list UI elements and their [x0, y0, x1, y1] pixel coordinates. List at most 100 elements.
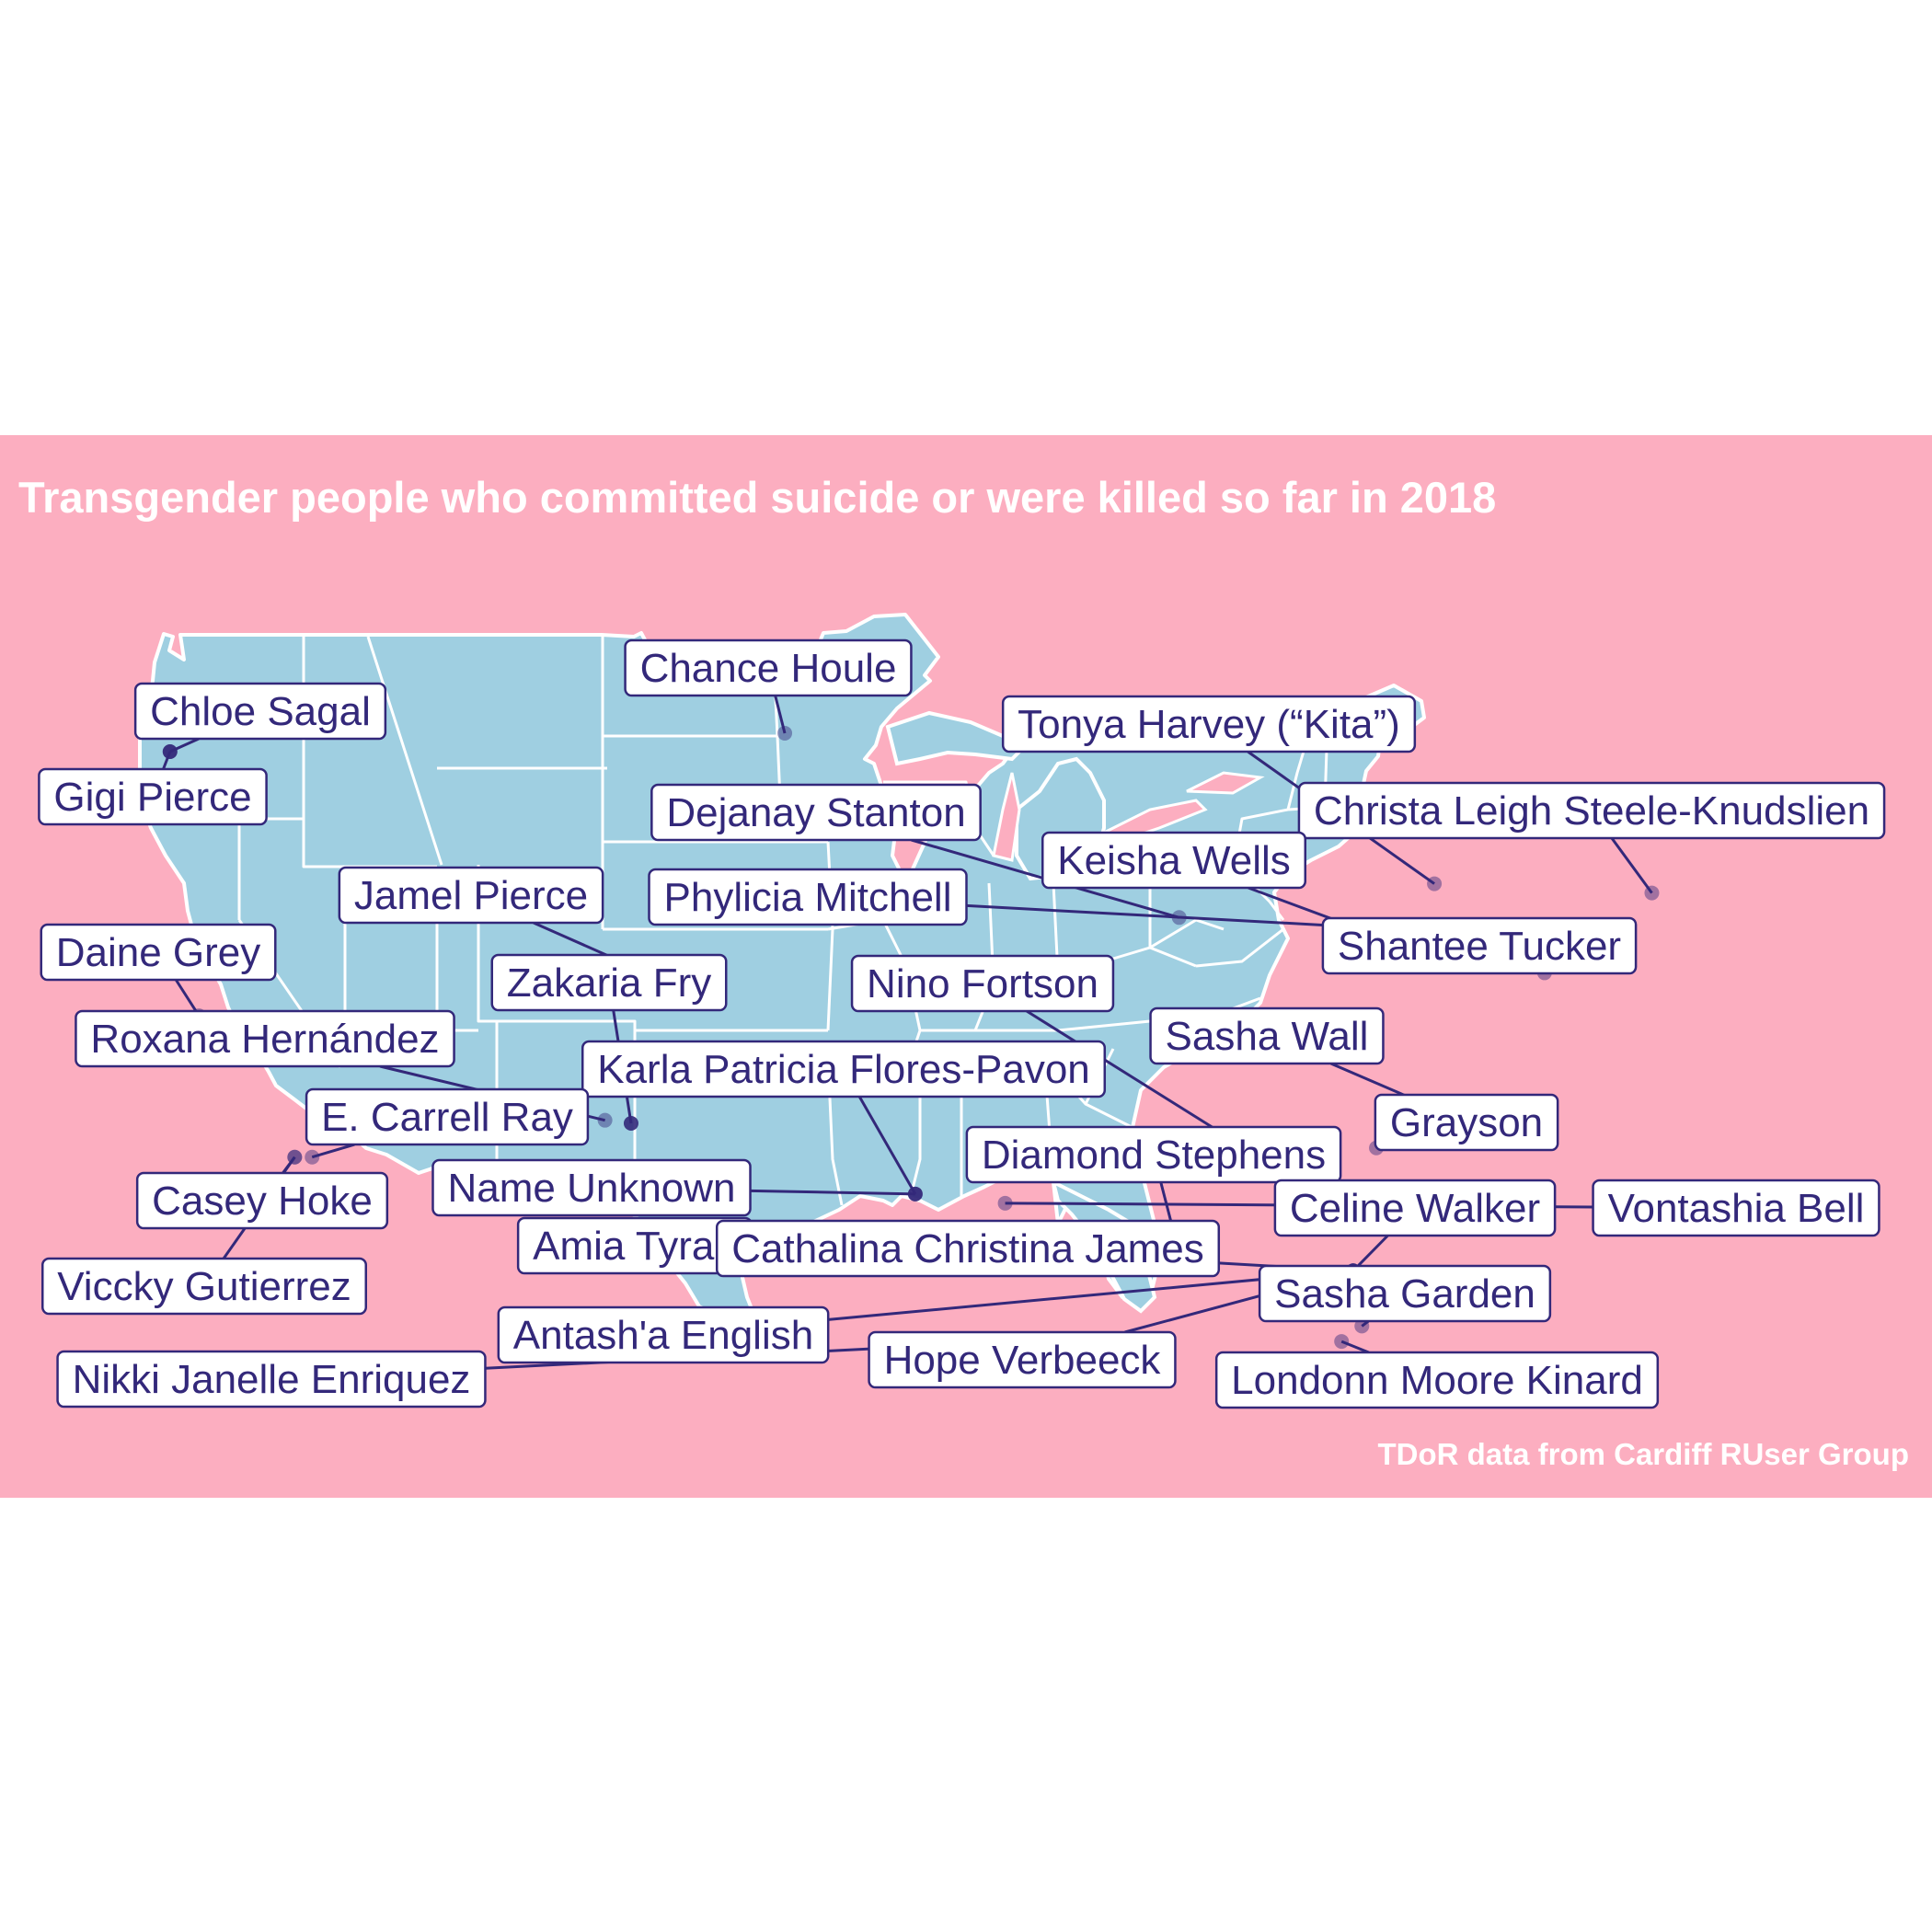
name-label-text: Karla Patricia Flores-Pavon [597, 1047, 1090, 1092]
name-label-box [1041, 831, 1307, 890]
name-label-text: Hope Verbeeck [884, 1338, 1162, 1383]
name-label-box [1214, 1351, 1660, 1409]
name-label-text: Shantee Tucker [1338, 924, 1621, 969]
data-credit: TDoR data from Cardiff RUser Group [1377, 1437, 1909, 1471]
name-label-amia-tyrae: Amia Tyrae [516, 1216, 753, 1275]
name-label-text: E. Carrell Ray [321, 1095, 573, 1140]
name-label-viccky-gutierrez: Viccky Gutierrez [41, 1257, 367, 1316]
location-point-roxana-hern-ndez [597, 1112, 613, 1128]
name-label-text: Roxana Hernández [90, 1017, 439, 1062]
name-label-box [965, 1125, 1342, 1184]
name-label-name-unknown: Name Unknown [431, 1158, 752, 1217]
location-point-name-unknown [907, 1186, 923, 1202]
name-label-text: Nikki Janelle Enriquez [73, 1357, 471, 1402]
name-label-daine-grey: Daine Grey [40, 923, 277, 982]
name-label-text: Chance Houle [640, 646, 897, 691]
location-point-zakaria-fry [623, 1116, 638, 1132]
name-label-dejanay-stanton: Dejanay Stanton [650, 783, 982, 842]
leader-line-name-unknown [750, 1189, 915, 1196]
name-label-box [1592, 1179, 1880, 1237]
name-label-box [1273, 1179, 1557, 1237]
leader-line-phylicia-mitchell [966, 903, 1353, 928]
leader-line-karla-patricia-flores-pavon [857, 1096, 917, 1195]
name-label-text: Londonn Moore Kinard [1231, 1358, 1643, 1403]
name-label-text: Chloe Sagal [150, 689, 371, 734]
name-label-text: Amia Tyrae [533, 1224, 737, 1269]
name-label-keisha-wells: Keisha Wells [1041, 831, 1307, 890]
location-point-viccky-gutierrez [287, 1149, 303, 1165]
location-point-e-carrell-ray [305, 1149, 320, 1165]
name-label-cathalina-christina-james: Cathalina Christina James [715, 1219, 1221, 1278]
name-label-text: Zakaria Fry [507, 960, 711, 1006]
name-label-box [497, 1305, 830, 1364]
name-label-text: Vontashia Bell [1608, 1186, 1865, 1231]
leader-line-e-carrell-ray [311, 1143, 355, 1159]
name-labels: Chance Houle Chloe Sagal Gigi Pierce Tonya … [38, 638, 1886, 1409]
location-point-gigi-pierce [162, 744, 178, 759]
name-label-box [1297, 781, 1886, 840]
lake-michigan [992, 772, 1021, 862]
name-label-jamel-pierce: Jamel Pierce [338, 866, 604, 925]
name-label-londonn-moore-kinard: Londonn Moore Kinard [1214, 1351, 1660, 1409]
name-label-text: Sasha Wall [1166, 1014, 1369, 1059]
name-label-text: Sasha Garden [1274, 1271, 1535, 1317]
name-label-zakaria-fry: Zakaria Fry [490, 953, 728, 1012]
name-label-box [56, 1350, 487, 1409]
location-point-londonn-moore-kinard [1334, 1334, 1350, 1350]
name-label-text: Phylicia Mitchell [664, 875, 952, 920]
name-label-roxana-hern-ndez: Roxana Hernández [75, 1009, 455, 1068]
name-label-vontashia-bell: Vontashia Bell [1592, 1179, 1880, 1237]
name-label-text: Cathalina Christina James [731, 1226, 1204, 1271]
location-point-chance-houle [777, 725, 793, 741]
name-label-text: Name Unknown [447, 1166, 735, 1211]
name-label-casey-hoke: Casey Hoke [135, 1171, 389, 1230]
location-point-chloe-sagal [162, 744, 178, 759]
name-label-box [1001, 695, 1417, 753]
name-label-box [868, 1330, 1177, 1389]
name-label-text: Casey Hoke [152, 1179, 373, 1224]
name-label-box [38, 767, 268, 826]
location-point-karla-patricia-flores-pavon [907, 1186, 923, 1202]
name-label-christa-leigh-steele-knudslien: Christa Leigh Steele-Knudslien [1297, 781, 1886, 840]
name-label-shantee-tucker: Shantee Tucker [1321, 916, 1638, 975]
name-label-text: Jamel Pierce [354, 873, 588, 918]
name-label-nikki-janelle-enriquez: Nikki Janelle Enriquez [56, 1350, 487, 1409]
location-point-christa-leigh-steele-knudslien [1644, 885, 1660, 901]
name-label-box [624, 638, 913, 697]
location-point-dejanay-stanton [1171, 910, 1187, 926]
name-label-chloe-sagal: Chloe Sagal [133, 682, 387, 741]
name-label-box [850, 954, 1115, 1013]
michigan-upper-peninsula [885, 710, 1029, 766]
name-label-box [338, 866, 604, 925]
name-label-text: Viccky Gutierrez [57, 1264, 351, 1309]
name-label-box [135, 1171, 389, 1230]
name-label-box [650, 783, 982, 842]
name-label-antash-a-english: Antash'a English [497, 1305, 830, 1364]
name-label-gigi-pierce: Gigi Pierce [38, 767, 268, 826]
name-label-box [431, 1158, 752, 1217]
name-label-box [1258, 1264, 1552, 1323]
location-point-tonya-harvey-kita [1427, 876, 1443, 891]
name-label-box [75, 1009, 455, 1068]
location-point-casey-hoke [287, 1149, 303, 1165]
name-label-text: Tonya Harvey (“Kita”) [1018, 702, 1400, 747]
name-label-box [715, 1219, 1221, 1278]
lake-ontario [1186, 771, 1265, 795]
name-label-text: Dejanay Stanton [666, 790, 965, 835]
name-label-text: Antash'a English [513, 1313, 813, 1358]
location-point-vontashia-bell [997, 1195, 1013, 1211]
name-label-box [490, 953, 728, 1012]
name-label-box [40, 923, 277, 982]
name-label-karla-patricia-flores-pavon: Karla Patricia Flores-Pavon [581, 1040, 1107, 1098]
name-label-diamond-stephens: Diamond Stephens [965, 1125, 1342, 1184]
leader-line-londonn-moore-kinard [1340, 1340, 1370, 1354]
name-label-chance-houle: Chance Houle [624, 638, 913, 697]
leader-line-daine-grey [174, 979, 201, 1017]
name-label-text: Keisha Wells [1057, 838, 1291, 883]
name-label-box [581, 1040, 1107, 1098]
name-label-box [41, 1257, 367, 1316]
name-label-box [133, 682, 387, 741]
name-label-box [648, 868, 968, 926]
name-label-text: Christa Leigh Steele-Knudslien [1314, 788, 1869, 834]
